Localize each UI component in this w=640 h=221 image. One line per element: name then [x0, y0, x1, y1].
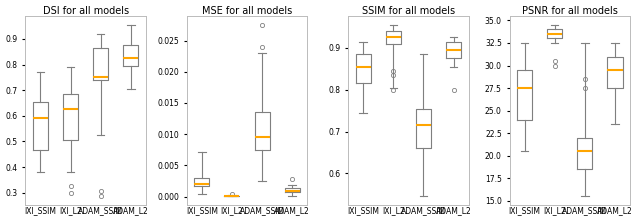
- Title: MSE for all models: MSE for all models: [202, 6, 292, 15]
- Title: SSIM for all models: SSIM for all models: [362, 6, 455, 15]
- Title: PSNR for all models: PSNR for all models: [522, 6, 618, 15]
- Title: DSI for all models: DSI for all models: [42, 6, 129, 15]
